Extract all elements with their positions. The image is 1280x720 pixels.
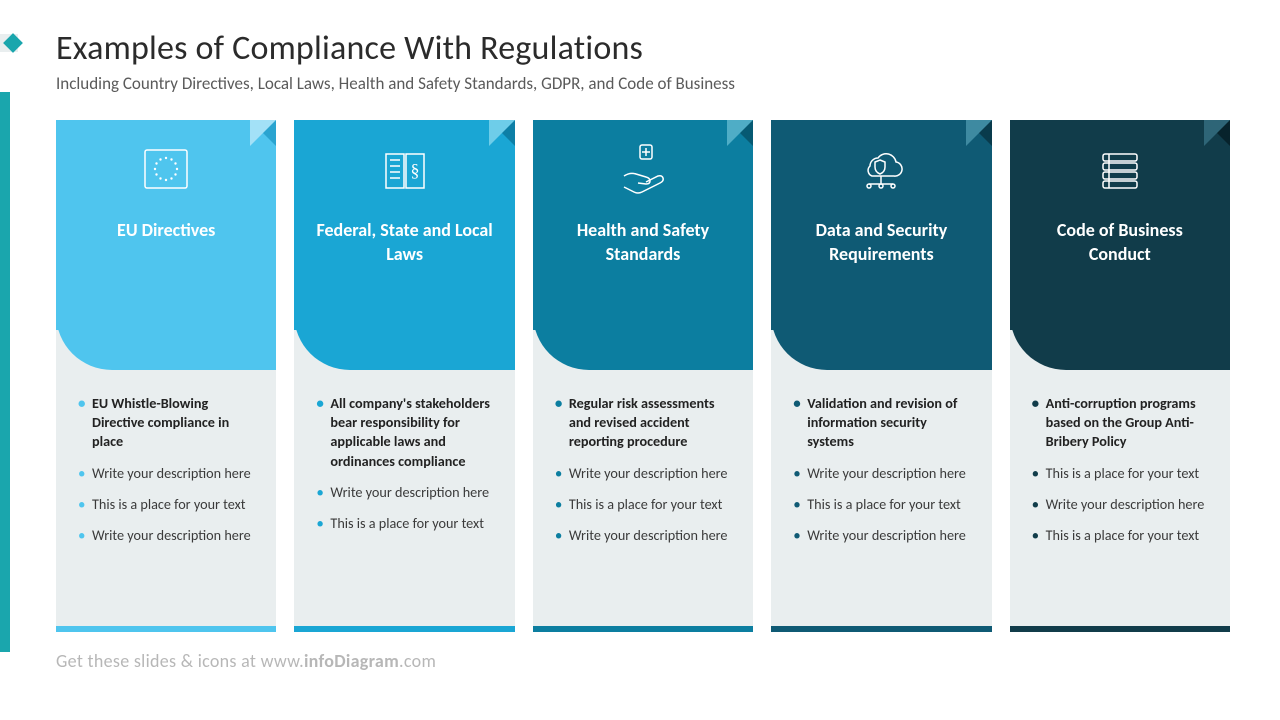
bullet-list: •Regular risk assessments and revised ac… — [555, 394, 733, 545]
column-body: •Validation and revision of information … — [771, 330, 991, 626]
column-accent-bar — [533, 626, 753, 632]
slide: Examples of Compliance With Regulations … — [0, 0, 1280, 720]
column-title: Federal, State and Local Laws — [312, 218, 496, 267]
bullet-marker: • — [78, 495, 85, 515]
corner-fold-light — [966, 120, 992, 146]
bullet-marker: • — [555, 464, 562, 484]
bullet-marker: • — [793, 394, 800, 414]
column-accent-bar — [1010, 626, 1230, 632]
column-title: EU Directives — [117, 218, 215, 242]
column-header: Health and Safety Standards — [533, 120, 753, 330]
bullet-marker: • — [555, 394, 562, 414]
corner-fold-light — [250, 120, 276, 146]
column-3: Health and Safety Standards •Regular risk… — [533, 120, 753, 632]
column-title: Health and Safety Standards — [551, 218, 735, 267]
column-accent-bar — [56, 626, 276, 632]
bullet-item: •This is a place for your text — [1032, 464, 1210, 483]
books-stack-icon — [1093, 142, 1147, 196]
corner-fold-light — [1204, 120, 1230, 146]
health-safety-icon — [616, 142, 670, 196]
bullet-marker: • — [1032, 495, 1039, 515]
column-4: Data and Security Requirements •Validatio… — [771, 120, 991, 632]
bullet-item: •Write your description here — [78, 464, 256, 483]
bullet-marker: • — [1032, 526, 1039, 546]
bullet-item: •This is a place for your text — [555, 495, 733, 514]
bullet-item: •Write your description here — [1032, 495, 1210, 514]
footer-tail: .com — [399, 650, 436, 672]
law-book-icon: § — [378, 142, 432, 196]
bullet-list: •All company's stakeholders bear respons… — [316, 394, 494, 533]
bullet-item: •Write your description here — [78, 526, 256, 545]
bullet-marker: • — [1032, 394, 1039, 414]
bullet-marker: • — [793, 495, 800, 515]
column-5: Code of Business Conduct •Anti-corruption… — [1010, 120, 1230, 632]
page-title: Examples of Compliance With Regulations — [56, 28, 1230, 69]
column-body: •EU Whistle-Blowing Directive compliance… — [56, 330, 276, 626]
bullet-marker: • — [316, 394, 323, 414]
bullet-item: •Anti-corruption programs based on the G… — [1032, 394, 1210, 452]
bullet-list: •Anti-corruption programs based on the G… — [1032, 394, 1210, 545]
bullet-item: •Write your description here — [793, 526, 971, 545]
bullet-list: •Validation and revision of information … — [793, 394, 971, 545]
column-2: § Federal, State and Local Laws •All compa… — [294, 120, 514, 632]
corner-fold-light — [727, 120, 753, 146]
bullet-item: •This is a place for your text — [793, 495, 971, 514]
bullet-item: •EU Whistle-Blowing Directive compliance… — [78, 394, 256, 452]
column-body: •Anti-corruption programs based on the G… — [1010, 330, 1230, 626]
bullet-item: •Write your description here — [555, 526, 733, 545]
column-header: Code of Business Conduct — [1010, 120, 1230, 330]
cloud-security-icon — [854, 142, 908, 196]
bullet-marker: • — [78, 526, 85, 546]
bullet-marker: • — [793, 464, 800, 484]
bullet-marker: • — [793, 526, 800, 546]
bullet-item: •Regular risk assessments and revised ac… — [555, 394, 733, 452]
bullet-marker: • — [1032, 464, 1039, 484]
footer-plain: Get these slides & icons at www. — [56, 650, 304, 672]
column-body: •Regular risk assessments and revised ac… — [533, 330, 753, 626]
footer-attribution: Get these slides & icons at www.infoDiag… — [56, 650, 1230, 672]
column-body: •All company's stakeholders bear respons… — [294, 330, 514, 626]
column-header: § Federal, State and Local Laws — [294, 120, 514, 330]
bullet-marker: • — [78, 464, 85, 484]
column-accent-bar — [771, 626, 991, 632]
bullet-item: •This is a place for your text — [316, 514, 494, 533]
eu-flag-icon — [139, 142, 193, 196]
bullet-marker: • — [316, 514, 323, 534]
bullet-item: •Write your description here — [555, 464, 733, 483]
column-header: EU Directives — [56, 120, 276, 330]
bullet-item: •Validation and revision of information … — [793, 394, 971, 452]
bullet-marker: • — [316, 483, 323, 503]
column-accent-bar — [294, 626, 514, 632]
column-title: Data and Security Requirements — [789, 218, 973, 267]
bullet-item: •Write your description here — [316, 483, 494, 502]
bullet-item: •This is a place for your text — [1032, 526, 1210, 545]
bullet-item: •Write your description here — [793, 464, 971, 483]
column-header: Data and Security Requirements — [771, 120, 991, 330]
bullet-item: •All company's stakeholders bear respons… — [316, 394, 494, 471]
footer-bold: infoDiagram — [304, 650, 399, 672]
bullet-marker: • — [555, 526, 562, 546]
column-title: Code of Business Conduct — [1028, 218, 1212, 267]
bullet-item: •This is a place for your text — [78, 495, 256, 514]
bullet-list: •EU Whistle-Blowing Directive compliance… — [78, 394, 256, 545]
page-subtitle: Including Country Directives, Local Laws… — [56, 73, 1230, 94]
svg-text:§: § — [410, 160, 419, 180]
corner-fold-light — [489, 120, 515, 146]
column-1: EU Directives •EU Whistle-Blowing Directi… — [56, 120, 276, 632]
columns-container: EU Directives •EU Whistle-Blowing Directi… — [56, 120, 1230, 632]
bullet-marker: • — [555, 495, 562, 515]
bullet-marker: • — [78, 394, 85, 414]
